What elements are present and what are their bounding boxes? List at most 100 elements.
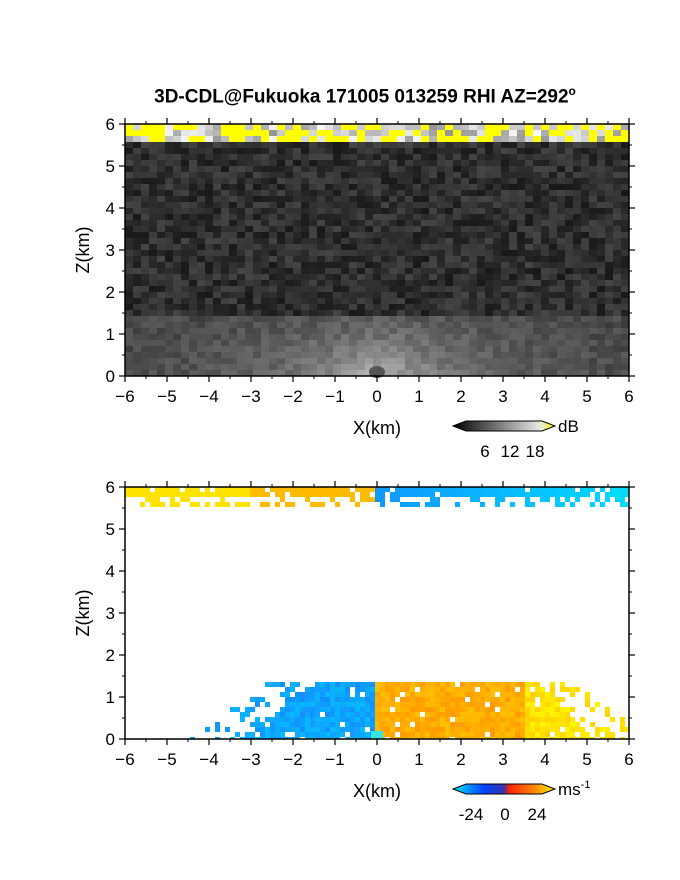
velocity-cell — [365, 717, 370, 722]
velocity-cell — [365, 712, 370, 717]
snr-cell — [301, 190, 309, 196]
snr-cell — [213, 208, 221, 214]
snr-cell — [309, 220, 317, 226]
snr-cell — [461, 136, 469, 142]
snr-cell — [509, 346, 517, 352]
snr-cell — [493, 310, 501, 316]
snr-cell — [565, 268, 573, 274]
snr-cell — [157, 184, 165, 190]
velocity-cell — [460, 697, 465, 702]
snr-cell — [613, 208, 621, 214]
snr-cell — [365, 286, 373, 292]
snr-cell — [533, 244, 541, 250]
snr-cell — [309, 154, 317, 160]
velocity-cell — [415, 717, 420, 722]
snr-cell — [597, 370, 605, 376]
snr-cell — [477, 238, 485, 244]
snr-cell — [261, 328, 269, 334]
velocity-cell — [390, 717, 395, 722]
velocity-cell — [455, 702, 460, 707]
snr-cell — [509, 226, 517, 232]
snr-cell — [605, 268, 613, 274]
snr-cell — [149, 292, 157, 298]
snr-cell — [613, 244, 621, 250]
velocity-cell — [305, 737, 310, 739]
velocity-cell — [300, 727, 305, 732]
snr-cell — [397, 274, 405, 280]
snr-cell — [173, 124, 181, 130]
snr-cell — [621, 286, 629, 292]
snr-cell — [509, 160, 517, 166]
snr-cell — [133, 286, 141, 292]
snr-cell — [157, 220, 165, 226]
velocity-cell — [355, 692, 360, 697]
snr-cell — [413, 250, 421, 256]
snr-cell — [229, 262, 237, 268]
snr-cell — [181, 202, 189, 208]
snr-cell — [237, 310, 245, 316]
snr-cell — [317, 124, 325, 130]
snr-cell — [517, 280, 525, 286]
snr-cell — [349, 322, 357, 328]
velocity-cell — [270, 737, 275, 739]
snr-cell — [517, 316, 525, 322]
snr-cell — [413, 346, 421, 352]
velocity-cell — [250, 722, 255, 727]
snr-cell — [301, 334, 309, 340]
snr-cell — [469, 262, 477, 268]
snr-cell — [477, 328, 485, 334]
velocity-cell — [380, 692, 385, 697]
velocity-cell — [235, 707, 240, 712]
snr-cell — [277, 256, 285, 262]
snr-cell — [253, 340, 261, 346]
snr-cell — [469, 310, 477, 316]
snr-cell — [445, 340, 453, 346]
snr-cell — [621, 238, 629, 244]
snr-cell — [445, 364, 453, 370]
snr-cell — [445, 256, 453, 262]
snr-cell — [277, 178, 285, 184]
snr-cell — [173, 214, 181, 220]
velocity-cell — [330, 497, 335, 502]
snr-cell — [205, 142, 213, 148]
snr-cell — [405, 166, 413, 172]
snr-cell — [269, 154, 277, 160]
snr-cell — [213, 364, 221, 370]
snr-cell — [581, 334, 589, 340]
snr-cell — [421, 340, 429, 346]
velocity-cell — [465, 682, 470, 687]
snr-cell — [349, 280, 357, 286]
snr-cell — [173, 292, 181, 298]
snr-cell — [533, 250, 541, 256]
velocity-cell — [380, 702, 385, 707]
snr-cell — [613, 238, 621, 244]
snr-cell — [301, 232, 309, 238]
snr-cell — [205, 190, 213, 196]
snr-cell — [309, 208, 317, 214]
snr-cell — [597, 202, 605, 208]
snr-cell — [621, 328, 629, 334]
velocity-cell — [270, 722, 275, 727]
snr-cell — [221, 268, 229, 274]
snr-cell — [277, 166, 285, 172]
snr-cell — [509, 298, 517, 304]
snr-cell — [221, 238, 229, 244]
velocity-cell — [340, 727, 345, 732]
snr-cell — [173, 280, 181, 286]
snr-cell — [405, 220, 413, 226]
velocity-cell — [420, 717, 425, 722]
snr-cell — [605, 124, 613, 130]
velocity-cell — [530, 737, 535, 739]
velocity-cell — [265, 682, 270, 687]
snr-cell — [589, 232, 597, 238]
velocity-cell — [225, 487, 230, 492]
snr-cell — [333, 124, 341, 130]
snr-cell — [277, 124, 285, 130]
snr-cell — [133, 190, 141, 196]
velocity-cell — [420, 727, 425, 732]
velocity-cell — [245, 707, 250, 712]
snr-cell — [253, 178, 261, 184]
snr-cell — [589, 130, 597, 136]
snr-cell — [325, 340, 333, 346]
velocity-cell — [425, 682, 430, 687]
